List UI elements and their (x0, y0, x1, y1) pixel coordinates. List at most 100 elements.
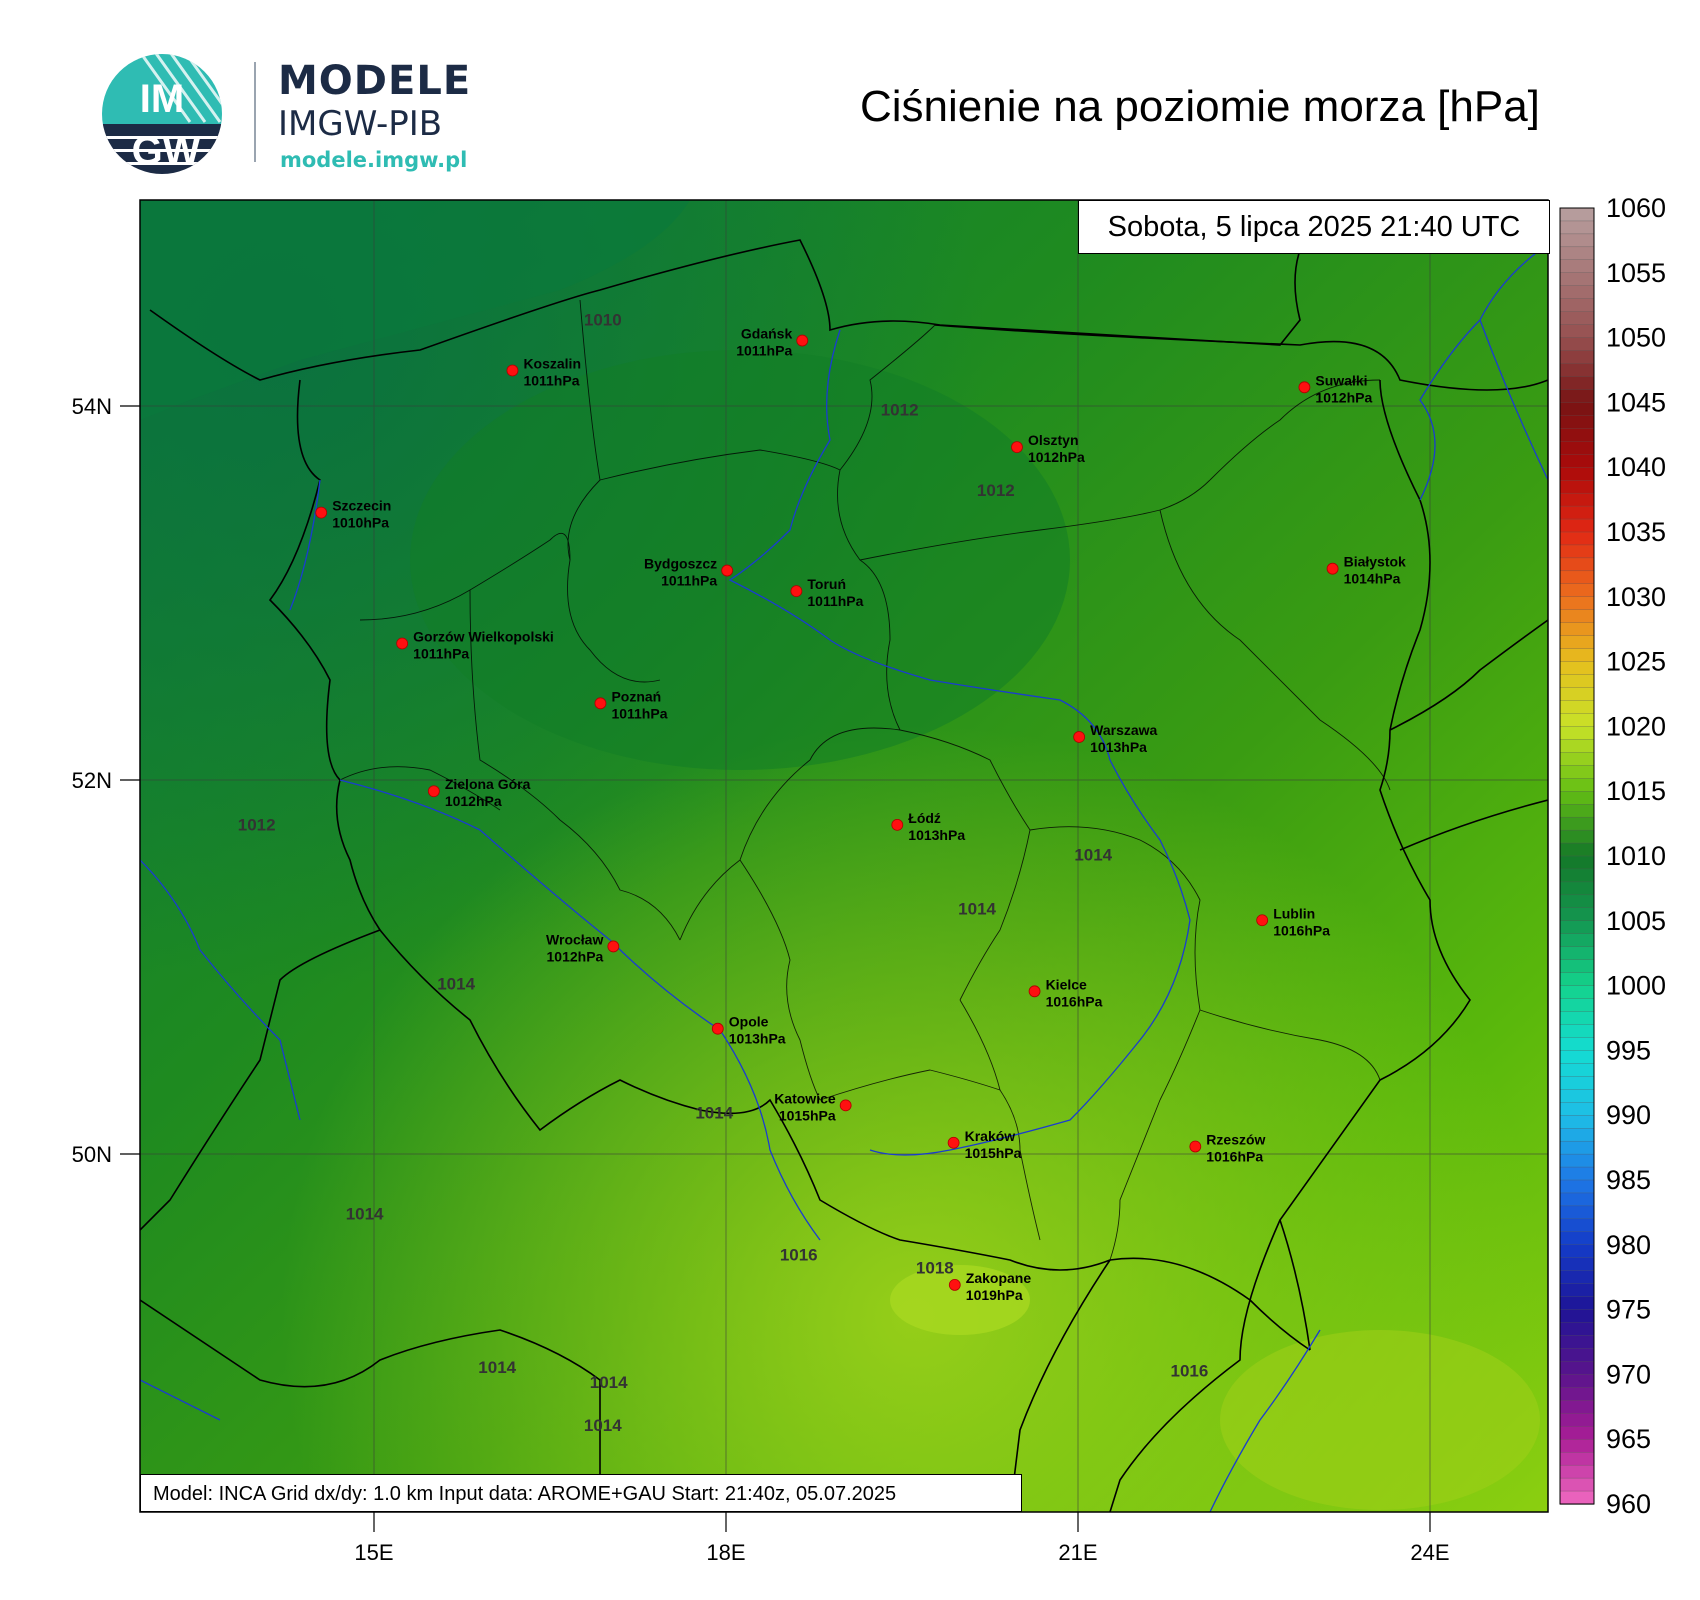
colorbar-segment (1559, 324, 1595, 339)
colorbar-label: 1000 (1606, 971, 1666, 1001)
city-name: Lublin (1273, 905, 1315, 921)
map-frame (139, 199, 1549, 1513)
colorbar-label: 1030 (1606, 582, 1666, 612)
city-name: Białystok (1344, 554, 1406, 570)
colorbar-segment (1559, 1335, 1595, 1350)
city-dot (839, 1099, 852, 1112)
axis-ticks (120, 405, 1431, 1532)
logo-title: MODELE (278, 58, 472, 104)
colorbar-segment (1559, 454, 1595, 468)
logo-subtitle: IMGW-PIB (278, 104, 443, 144)
colorbar-segment (1559, 1089, 1595, 1103)
city-value: 1012hPa (1028, 449, 1085, 465)
colorbar-label: 990 (1606, 1100, 1651, 1130)
city-name: Szczecin (332, 498, 391, 514)
city-name: Rzeszów (1206, 1132, 1265, 1148)
city-dot (721, 564, 734, 577)
city-dot (506, 364, 519, 377)
city-value: 1012hPa (1315, 389, 1372, 405)
colorbar-segment (1559, 661, 1595, 676)
colorbar-segment (1559, 441, 1595, 455)
latitude-labels: 54N 52N 50N (72, 394, 112, 1167)
city-value: 1012hPa (445, 793, 502, 809)
colorbar-segment (1559, 311, 1595, 326)
city-value: 1011hPa (736, 343, 792, 359)
lat-label: 50N (72, 1142, 112, 1167)
city-value: 1011hPa (807, 593, 863, 609)
colorbar-segment (1559, 998, 1595, 1013)
city-name: Gdańsk (741, 326, 793, 342)
colorbar-segment (1559, 920, 1595, 935)
colorbar-segment (1559, 713, 1595, 728)
colorbar-segment (1559, 687, 1595, 702)
map-title: Ciśnienie na poziomie morza [hPa] (860, 82, 1540, 131)
colorbar-segment (1559, 907, 1595, 922)
city-value: 1016hPa (1273, 922, 1330, 938)
isobar-label: 1016 (1171, 1362, 1209, 1381)
city-value: 1011hPa (661, 573, 717, 589)
colorbar-label: 1045 (1606, 387, 1666, 417)
colorbar-label: 980 (1606, 1230, 1651, 1260)
isobar-label: 1014 (584, 1416, 622, 1435)
colorbar-label: 1050 (1606, 323, 1666, 353)
colorbar-label: 995 (1606, 1035, 1651, 1065)
colorbar-segment (1559, 583, 1595, 598)
colorbar-segment (1559, 570, 1595, 585)
colorbar-segment (1559, 622, 1595, 637)
rivers (140, 249, 1548, 1512)
colorbar-label: 965 (1606, 1424, 1651, 1454)
colorbar-label: 975 (1606, 1295, 1651, 1325)
city-value: 1015hPa (965, 1145, 1022, 1161)
colorbar-segment (1559, 285, 1595, 300)
colorbar-segment (1559, 1128, 1595, 1142)
colorbar-segment (1559, 1115, 1595, 1129)
colorbar-segment (1559, 350, 1595, 365)
isobar-label: 1014 (346, 1204, 384, 1223)
city-name: Warszawa (1090, 722, 1157, 738)
colorbar-label: 1010 (1606, 841, 1666, 871)
colorbar-segment (1559, 1063, 1595, 1077)
city-dot (1028, 985, 1041, 998)
colorbar-segment (1559, 1192, 1595, 1207)
colorbar-segment (1559, 609, 1595, 624)
city-dot (1011, 441, 1023, 454)
colorbar-segment (1559, 389, 1595, 404)
colorbar-label: 1005 (1606, 906, 1666, 936)
colorbar-segment (1559, 752, 1595, 766)
colorbar-segment (1559, 1037, 1595, 1052)
colorbar-segment (1559, 1361, 1595, 1376)
colorbar-segment (1559, 1490, 1595, 1505)
colorbar-segment (1559, 1296, 1595, 1311)
colorbar-segment (1559, 298, 1595, 313)
colorbar-segment (1559, 1464, 1595, 1479)
colorbar-segment (1559, 1452, 1595, 1466)
colorbar-segment (1559, 868, 1595, 883)
logo-url: modele.imgw.pl (280, 148, 468, 172)
colorbar-segment (1559, 635, 1595, 650)
colorbar-segment (1559, 1244, 1595, 1259)
city-name: Wrocław (546, 931, 603, 947)
logo-divider (254, 62, 256, 162)
lat-label: 52N (72, 768, 112, 793)
city-value: 1015hPa (779, 1107, 836, 1123)
city-name: Zakopane (966, 1270, 1032, 1286)
lon-label: 24E (1410, 1540, 1449, 1565)
colorbar-segment (1559, 946, 1595, 961)
colorbar-segment (1559, 726, 1595, 741)
city-dot (948, 1279, 961, 1291)
city-value: 1011hPa (611, 705, 667, 721)
colorbar-label: 1040 (1606, 452, 1666, 482)
isobar-labels: 1010 1012 1012 1012 1014 1014 1014 1014 1014 1016… (238, 311, 1209, 1435)
colorbar-segment (1559, 233, 1595, 248)
